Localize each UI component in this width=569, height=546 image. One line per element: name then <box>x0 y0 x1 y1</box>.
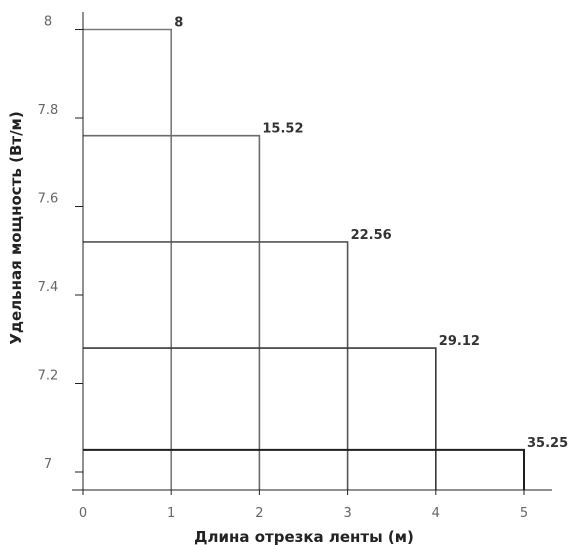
bars-layer <box>83 28 525 490</box>
y-tick-label: 7.6 <box>38 192 59 207</box>
x-tick-label: 4 <box>432 506 440 521</box>
ticks-layer: 0 1 2 3 4 5 7 7.2 7.4 7.6 7.8 8 <box>38 15 528 522</box>
bar-1 <box>83 28 172 490</box>
x-tick-label: 2 <box>255 506 263 521</box>
x-tick-label: 0 <box>79 506 87 521</box>
bar-5 <box>83 448 525 490</box>
y-tick-label: 7.4 <box>38 280 59 295</box>
y-axis-title: Удельная мощность (Вт/м) <box>7 111 25 344</box>
data-label-1: 8 <box>174 16 183 31</box>
data-label-4: 29.12 <box>439 334 480 349</box>
y-tick-label: 7.8 <box>38 103 59 118</box>
bar-2 <box>83 134 261 490</box>
y-tick-label: 7.2 <box>38 369 59 384</box>
data-label-5: 35.25 <box>527 436 568 451</box>
y-tick-label: 8 <box>44 15 52 30</box>
y-tick-label: 7 <box>44 457 52 472</box>
bar-4 <box>83 347 437 490</box>
bar-3 <box>83 241 349 490</box>
data-label-3: 22.56 <box>351 228 392 243</box>
x-tick-label: 5 <box>520 506 528 521</box>
axes-layer <box>72 12 552 491</box>
x-axis-title: Длина отрезка ленты (м) <box>194 528 414 546</box>
data-label-2: 15.52 <box>262 122 303 137</box>
labels-layer: 8 15.52 22.56 29.12 35.25 <box>174 16 568 451</box>
x-tick-label: 3 <box>343 506 351 521</box>
x-tick-label: 1 <box>167 506 175 521</box>
